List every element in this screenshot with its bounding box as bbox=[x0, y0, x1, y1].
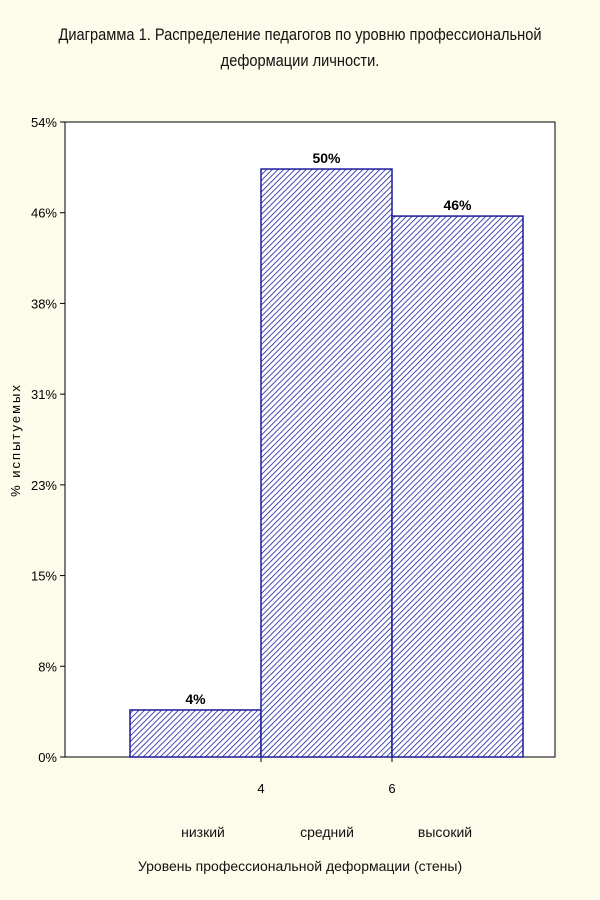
x-tick-label: 6 bbox=[388, 781, 395, 796]
data-labels-group: 4% 50% 46% bbox=[185, 150, 472, 707]
y-tick-label: 54% bbox=[31, 115, 57, 130]
data-label: 4% bbox=[185, 691, 206, 707]
data-label: 46% bbox=[443, 197, 472, 213]
chart-title: Диаграмма 1. Распределение педагогов по … bbox=[42, 22, 558, 74]
category-label-high: высокий bbox=[417, 824, 473, 840]
bar-low bbox=[129, 709, 262, 758]
chart-title-line-1: Диаграмма 1. Распределение педагогов по … bbox=[58, 25, 542, 44]
category-label-medium: средний bbox=[300, 824, 354, 840]
data-label: 50% bbox=[312, 150, 341, 166]
y-tick-label: 0% bbox=[38, 750, 57, 765]
bar-high bbox=[391, 215, 524, 758]
y-tick-label: 31% bbox=[31, 387, 57, 402]
y-tick-label: 15% bbox=[31, 569, 57, 584]
y-axis-label: % испытуемых bbox=[8, 383, 23, 497]
x-axis-label: Уровень профессиональной деформации (сте… bbox=[137, 858, 463, 874]
bars-group bbox=[129, 168, 524, 758]
y-axis: 0% 8% 15% 23% 31% 38% 46% 54% bbox=[31, 115, 65, 765]
y-tick-label: 46% bbox=[31, 206, 57, 221]
category-label-low: низкий bbox=[181, 824, 225, 840]
y-tick-label: 8% bbox=[38, 659, 57, 674]
chart-title-line-2: деформации личности. bbox=[220, 51, 380, 70]
bar-medium bbox=[260, 168, 393, 758]
y-tick-label: 23% bbox=[31, 478, 57, 493]
x-tick-label: 4 bbox=[257, 781, 264, 796]
y-tick-label: 38% bbox=[31, 296, 57, 311]
